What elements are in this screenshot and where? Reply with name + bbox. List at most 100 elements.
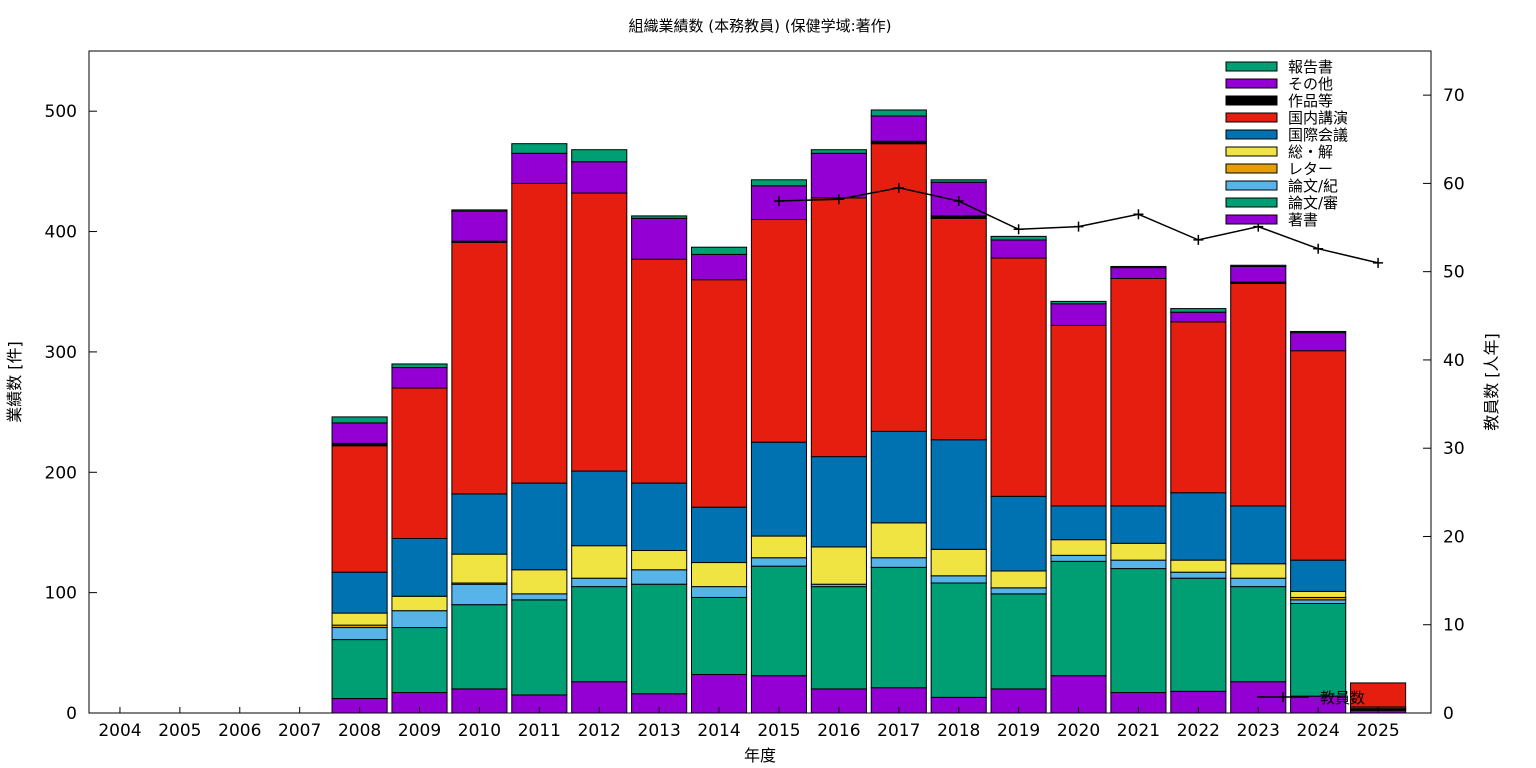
x-tick-label: 2010 (458, 721, 501, 741)
bar-segment (750, 441, 808, 537)
bar-segment (930, 548, 987, 577)
bar-segment (1290, 599, 1347, 604)
bar-segment (571, 149, 628, 163)
y-tick-label: 400 (45, 223, 77, 243)
legend-label: 著書 (1288, 211, 1318, 229)
y2-tick-label: 40 (1443, 351, 1465, 371)
bar-segment (331, 612, 388, 626)
x-tick-label: 2007 (278, 721, 321, 741)
bar-segment (1230, 264, 1287, 267)
bar-segment (1230, 563, 1287, 579)
bar-segment (511, 143, 568, 154)
y-tick-label: 0 (66, 704, 77, 724)
bar-segment (930, 217, 987, 441)
bar-segment (810, 197, 867, 458)
bar-segment (990, 570, 1047, 589)
legend-label: その他 (1288, 75, 1333, 93)
bar-segment (750, 219, 808, 443)
teacher-line-point (1073, 221, 1084, 232)
bar-segment (1050, 554, 1107, 562)
bar-segment (391, 610, 448, 629)
legend-swatch (1225, 112, 1278, 123)
bar-segment (810, 456, 867, 548)
bar-segment (1170, 559, 1227, 573)
y2-tick-label: 20 (1443, 527, 1465, 547)
bar-segment (990, 239, 1047, 259)
teacher-line-point (953, 196, 964, 207)
bar-segment (451, 604, 508, 690)
bar-segment (511, 569, 568, 595)
bar-segment (331, 627, 388, 641)
bar-segment (1050, 560, 1107, 677)
bar-segment (1170, 321, 1227, 494)
y-tick-label: 300 (45, 343, 77, 363)
bar-segment (391, 363, 448, 369)
bar-segment (1350, 682, 1407, 708)
x-tick-label: 2015 (757, 721, 800, 741)
bar-segment (451, 553, 508, 584)
bar-segment (691, 506, 748, 564)
bar-segment (451, 210, 508, 242)
legend-swatch (1225, 61, 1278, 72)
bar-segment (1050, 539, 1107, 556)
bar-segment (990, 587, 1047, 595)
bar-segment (571, 161, 628, 194)
teacher-line-point (773, 196, 784, 207)
bar-segment (691, 246, 748, 255)
bar-segment (1290, 590, 1347, 598)
bar-segment (631, 569, 688, 585)
x-tick-label: 2018 (937, 721, 980, 741)
y2-tick-label: 70 (1443, 86, 1465, 106)
bar-segment (391, 367, 448, 389)
legend-swatch (1225, 180, 1278, 191)
bar-segment (631, 583, 688, 695)
bar-segment (391, 387, 448, 539)
teacher-line-point (1313, 243, 1324, 254)
bar-segment (451, 493, 508, 555)
y2-tick-label: 10 (1443, 616, 1465, 636)
bar-segment (391, 595, 448, 612)
bar-segment (391, 537, 448, 597)
bar-segment (511, 593, 568, 601)
x-tick-label: 2024 (1297, 721, 1340, 741)
bar-segment (1050, 303, 1107, 326)
bar-segment (1170, 308, 1227, 313)
bar-segment (990, 257, 1047, 497)
bar-segment (870, 566, 927, 689)
x-axis-label: 年度 (744, 746, 776, 765)
legend-label: 総・解 (1288, 143, 1333, 161)
bar-segment (451, 583, 508, 606)
y-tick-label: 100 (45, 584, 77, 604)
bar-segment (870, 115, 927, 142)
bar-segment (691, 279, 748, 508)
x-tick-label: 2012 (578, 721, 621, 741)
bar-segment (511, 182, 568, 484)
legend-swatch (1225, 197, 1278, 208)
bar-segment (691, 596, 748, 675)
bar-segment (1290, 602, 1347, 697)
bar-segment (631, 482, 688, 552)
bar-segment (810, 149, 867, 154)
legend-label: 国内講演 (1288, 109, 1348, 127)
x-tick-label: 2008 (338, 721, 381, 741)
bar-segment (1110, 505, 1167, 544)
bar-segment (1290, 350, 1347, 561)
bar-segment (750, 675, 808, 714)
legend-swatch (1225, 146, 1278, 157)
bar-segment (1230, 586, 1287, 683)
bar-segment (1170, 571, 1227, 579)
bar-segment (331, 639, 388, 700)
x-tick-label: 2009 (398, 721, 441, 741)
teacher-line-point (1193, 234, 1204, 245)
bar-segment (1050, 324, 1107, 507)
bar-segment (391, 627, 448, 694)
bar-segment (1230, 282, 1287, 507)
bar-segment (750, 179, 808, 187)
x-tick-label: 2005 (158, 721, 201, 741)
bar-segment (1050, 300, 1107, 305)
bar-segment (631, 550, 688, 571)
bar-segment (1230, 265, 1287, 283)
bar-segment (511, 599, 568, 696)
